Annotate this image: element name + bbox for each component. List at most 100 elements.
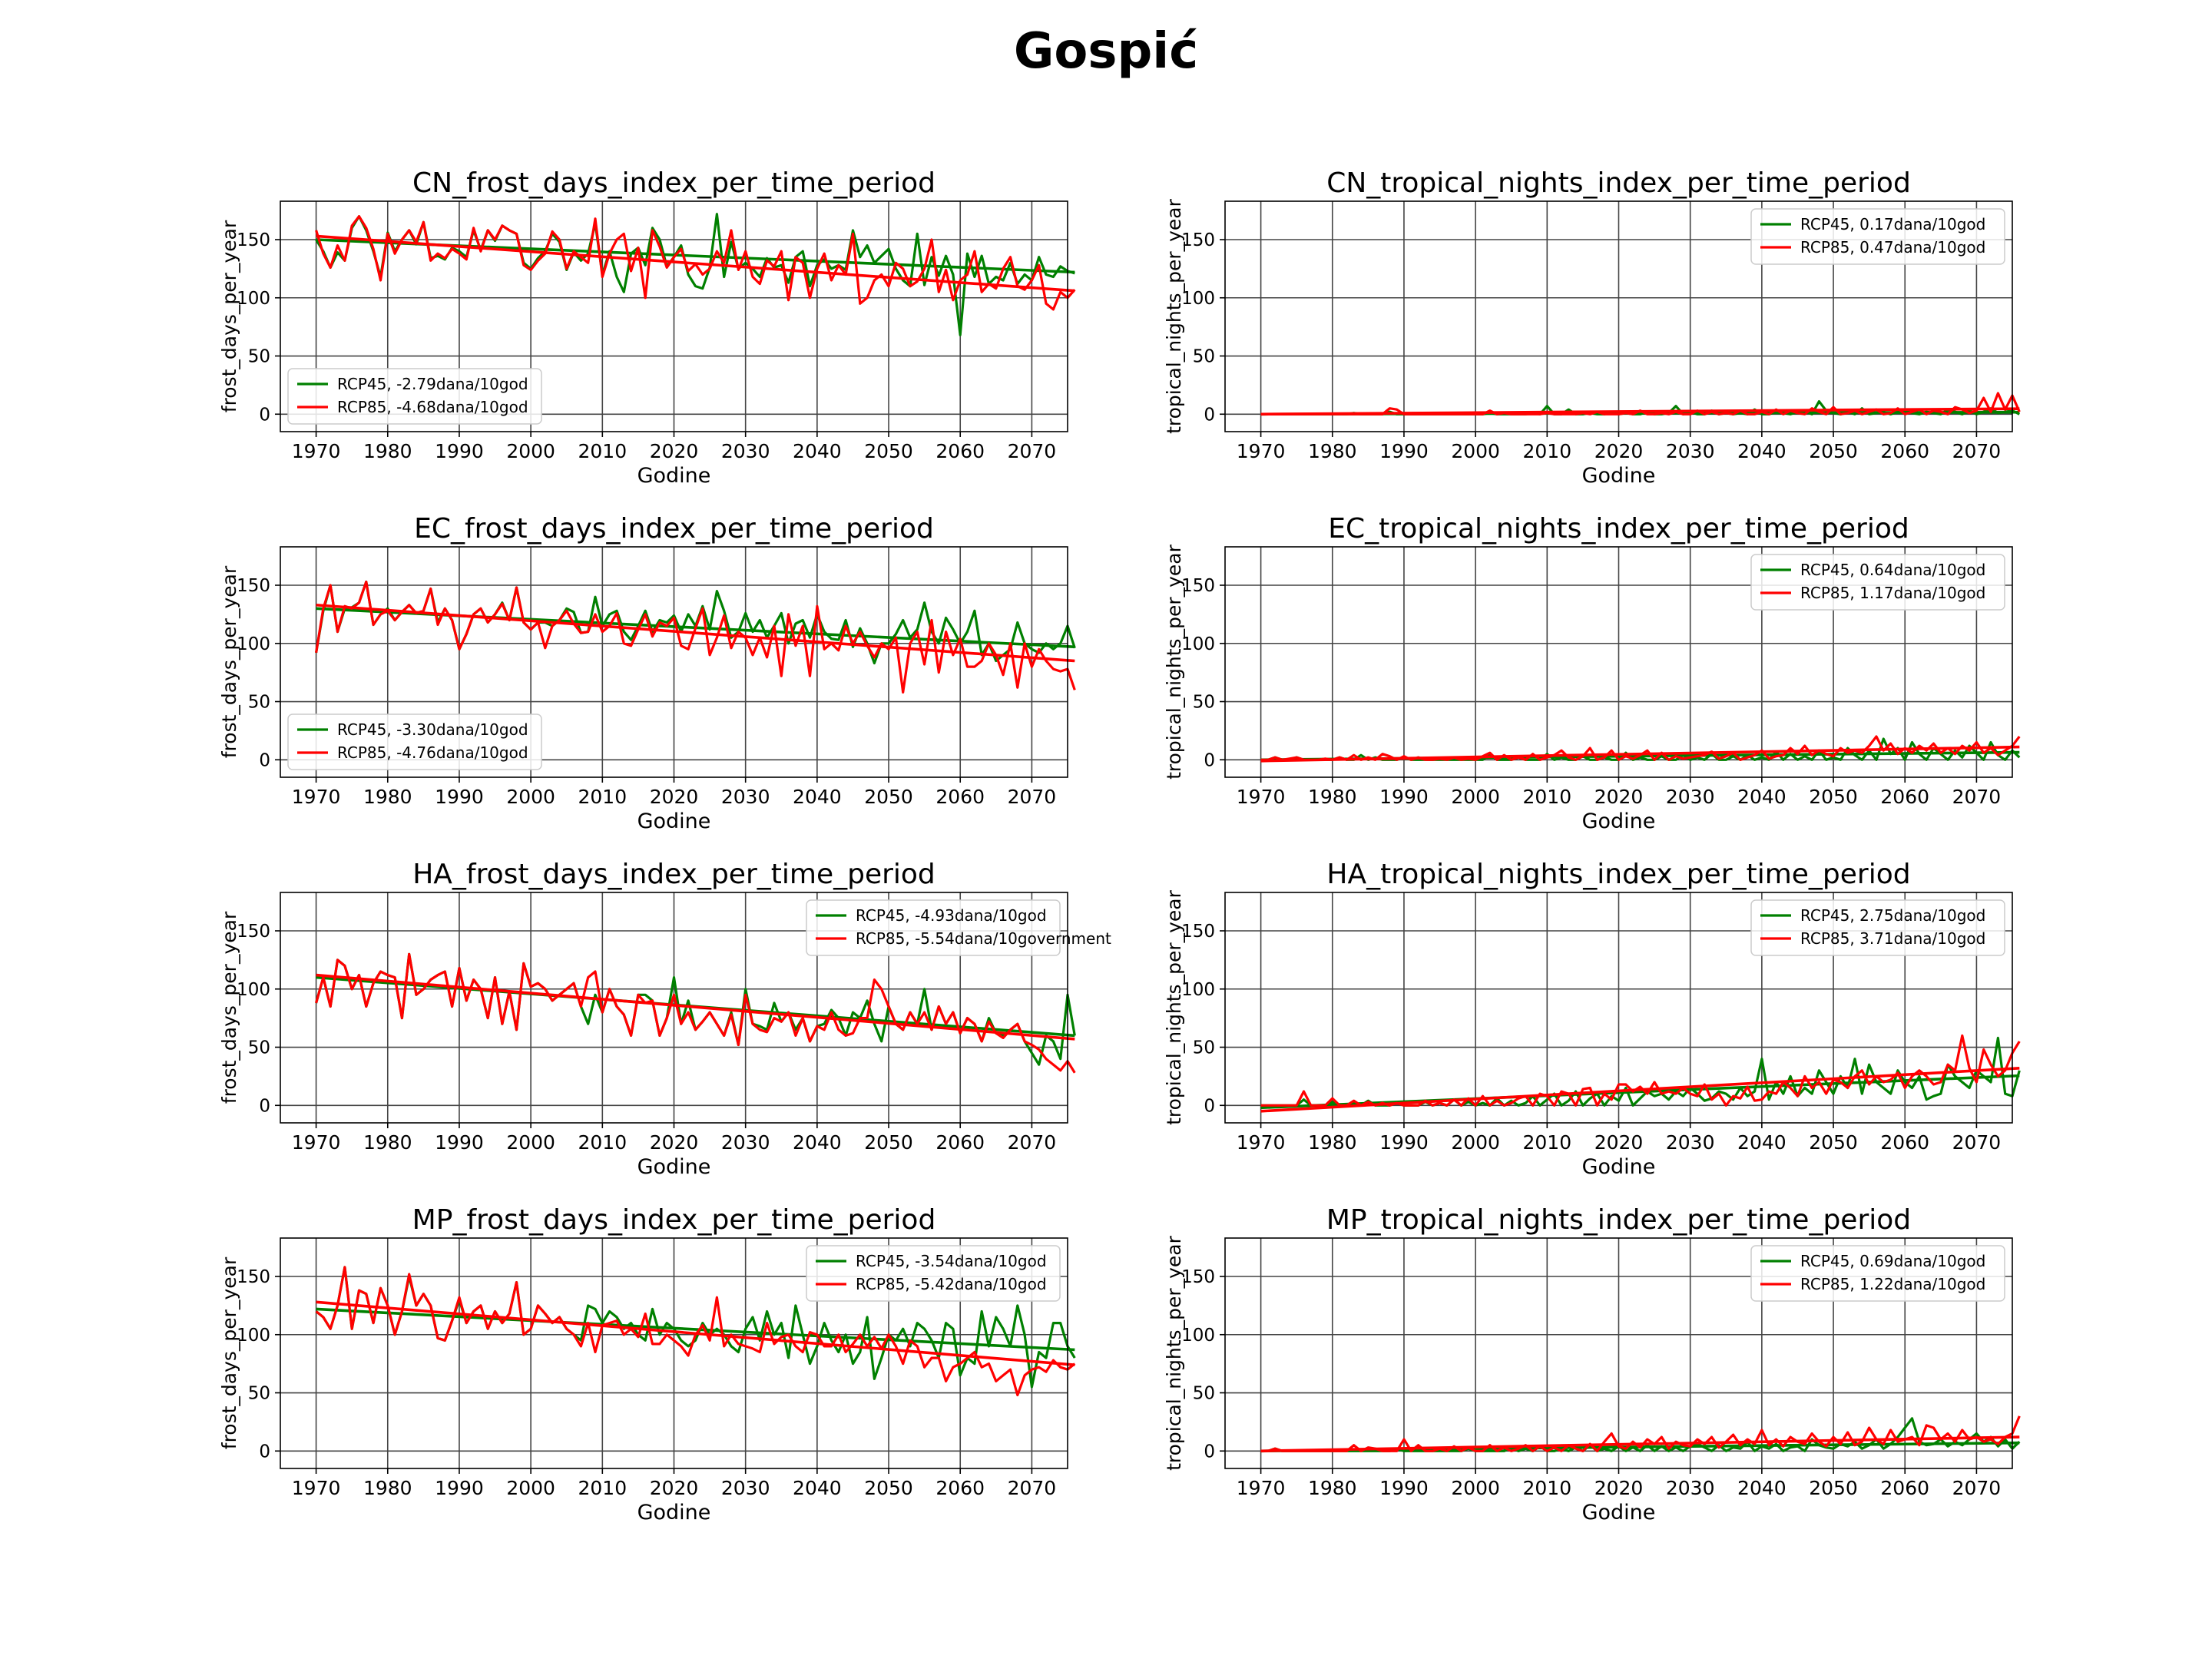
legend-label: RCP85, -5.42dana/10god: [856, 1275, 1047, 1293]
legend-label: RCP85, 0.47dana/10god: [1800, 238, 1985, 257]
series-line-rcp85: [315, 580, 1076, 694]
x-tick-label: 2020: [1594, 786, 1644, 808]
x-axis-label: Godine: [1582, 809, 1656, 833]
x-tick-label: 2040: [793, 1477, 842, 1499]
trend-line-rcp85: [1260, 407, 2020, 416]
y-tick-label: 0: [1204, 1442, 1215, 1462]
chart-panel-3: 1970 1980 1990 2000 2010 2020 2030 2040 2050 2060…: [218, 513, 1076, 833]
y-tick-label: 50: [248, 1038, 270, 1058]
x-tick-label: 2020: [650, 786, 699, 808]
x-tick-label: 2000: [1451, 1131, 1500, 1154]
trend-line-rcp45: [316, 1307, 1075, 1352]
x-tick-label: 2000: [506, 440, 555, 462]
legend-box: [1750, 554, 2005, 611]
x-axis-label: Godine: [1582, 1155, 1656, 1179]
y-axis-label: frost_days_per_year: [218, 565, 240, 758]
x-tick-label: 2060: [1880, 1131, 1929, 1154]
y-tick-label: 100: [1181, 289, 1215, 309]
y-tick-label: 0: [259, 1442, 270, 1462]
chart-panel-2: 1970 1980 1990 2000 2010 2020 2030 2040 2050 2060…: [1163, 167, 2021, 488]
trend-line-rcp45: [1260, 1074, 2020, 1110]
y-tick-label: 0: [259, 750, 270, 770]
y-tick-label: 150: [1181, 230, 1215, 250]
x-tick-label: 1990: [1379, 1131, 1429, 1154]
x-tick-label: 2020: [650, 440, 699, 462]
y-axis-label: tropical_nights_per_year: [1163, 544, 1185, 780]
x-tick-label: 2050: [1809, 786, 1858, 808]
trend-line-rcp85: [316, 1300, 1075, 1366]
y-tick-label: 100: [237, 980, 270, 1000]
x-tick-label: 1980: [363, 1131, 412, 1154]
x-tick-label: 1990: [1379, 440, 1429, 462]
chart-panel-8: 1970 1980 1990 2000 2010 2020 2030 2040 2050 2060…: [1163, 1204, 2021, 1525]
x-tick-label: 2030: [1666, 440, 1715, 462]
x-tick-label: 2060: [935, 440, 985, 462]
y-tick-label: 50: [1193, 693, 1215, 713]
legend: RCP45, -3.54dana/10god RCP85, -5.42dana/1…: [806, 1245, 1061, 1302]
x-tick-label: 2040: [1737, 1477, 1786, 1499]
x-tick-label: 2010: [1523, 1477, 1572, 1499]
x-tick-label: 2020: [1594, 1131, 1644, 1154]
legend-label: RCP45, -2.79dana/10god: [337, 375, 528, 393]
x-tick-label: 1990: [1379, 786, 1429, 808]
trend-line-rcp85: [316, 603, 1075, 663]
x-tick-label: 2010: [1523, 440, 1572, 462]
x-tick-label: 2050: [864, 1131, 913, 1154]
legend-label: RCP45, -4.93dana/10god: [856, 906, 1047, 925]
x-tick-label: 1980: [363, 1477, 412, 1499]
trend-line-rcp85: [1260, 1435, 2020, 1453]
x-tick-label: 2010: [578, 1477, 628, 1499]
x-tick-label: 2070: [1008, 786, 1057, 808]
chart-panel-1: 1970 1980 1990 2000 2010 2020 2030 2040 2050 2060…: [218, 167, 1076, 488]
x-tick-label: 1980: [1308, 440, 1357, 462]
x-tick-label: 2030: [721, 1477, 770, 1499]
x-tick-label: 2070: [1952, 786, 2002, 808]
trend-line-rcp85: [316, 973, 1075, 1041]
legend: RCP45, 0.17dana/10god RCP85, 0.47dana/10g…: [1750, 208, 2005, 265]
x-tick-label: 2050: [864, 440, 913, 462]
x-tick-label: 1980: [1308, 786, 1357, 808]
x-tick-label: 1980: [363, 440, 412, 462]
x-tick-label: 2020: [1594, 440, 1644, 462]
y-tick-label: 150: [1181, 922, 1215, 942]
x-tick-label: 2040: [793, 440, 842, 462]
x-tick-label: 2050: [864, 1477, 913, 1499]
y-axis-label: frost_days_per_year: [218, 911, 240, 1104]
x-tick-label: 1970: [292, 440, 341, 462]
y-tick-label: 150: [237, 230, 270, 250]
x-axis-label: Godine: [1582, 1501, 1656, 1525]
legend: RCP45, 2.75dana/10god RCP85, 3.71dana/10g…: [1750, 899, 2005, 956]
chart-title: CN_frost_days_index_per_time_period: [412, 167, 935, 199]
chart-title: HA_frost_days_index_per_time_period: [412, 859, 935, 890]
x-tick-label: 1970: [1237, 1131, 1286, 1154]
legend: RCP45, 0.69dana/10god RCP85, 1.22dana/10g…: [1750, 1245, 2005, 1302]
y-tick-label: 150: [1181, 576, 1215, 596]
legend-label: RCP85, -5.54dana/10government: [856, 929, 1111, 948]
x-tick-label: 2010: [1523, 1131, 1572, 1154]
y-tick-label: 0: [1204, 405, 1215, 425]
y-tick-label: 100: [237, 634, 270, 654]
x-tick-label: 2000: [506, 786, 555, 808]
legend-box: [287, 368, 542, 425]
x-tick-label: 1980: [1308, 1131, 1357, 1154]
x-tick-label: 2040: [1737, 1131, 1786, 1154]
legend-label: RCP85, 1.22dana/10god: [1800, 1275, 1985, 1293]
figure-suptitle: Gospić: [1013, 23, 1199, 80]
y-axis-label: frost_days_per_year: [218, 220, 240, 412]
x-tick-label: 2030: [721, 786, 770, 808]
legend: RCP45, -3.30dana/10god RCP85, -4.76dana/1…: [287, 713, 542, 770]
legend-label: RCP85, -4.76dana/10god: [337, 743, 528, 762]
legend: RCP45, -4.93dana/10god RCP85, -5.54dana/1…: [806, 899, 1111, 956]
series-line-rcp45: [315, 952, 1076, 1066]
y-tick-label: 0: [1204, 750, 1215, 770]
x-tick-label: 2010: [578, 786, 628, 808]
y-tick-label: 0: [259, 1096, 270, 1116]
x-tick-label: 2020: [1594, 1477, 1644, 1499]
x-tick-label: 2050: [1809, 440, 1858, 462]
x-tick-label: 2030: [1666, 1477, 1715, 1499]
legend-label: RCP45, 0.69dana/10god: [1800, 1252, 1985, 1270]
x-tick-label: 1970: [1237, 1477, 1286, 1499]
x-tick-label: 2040: [1737, 440, 1786, 462]
y-tick-label: 50: [1193, 347, 1215, 367]
